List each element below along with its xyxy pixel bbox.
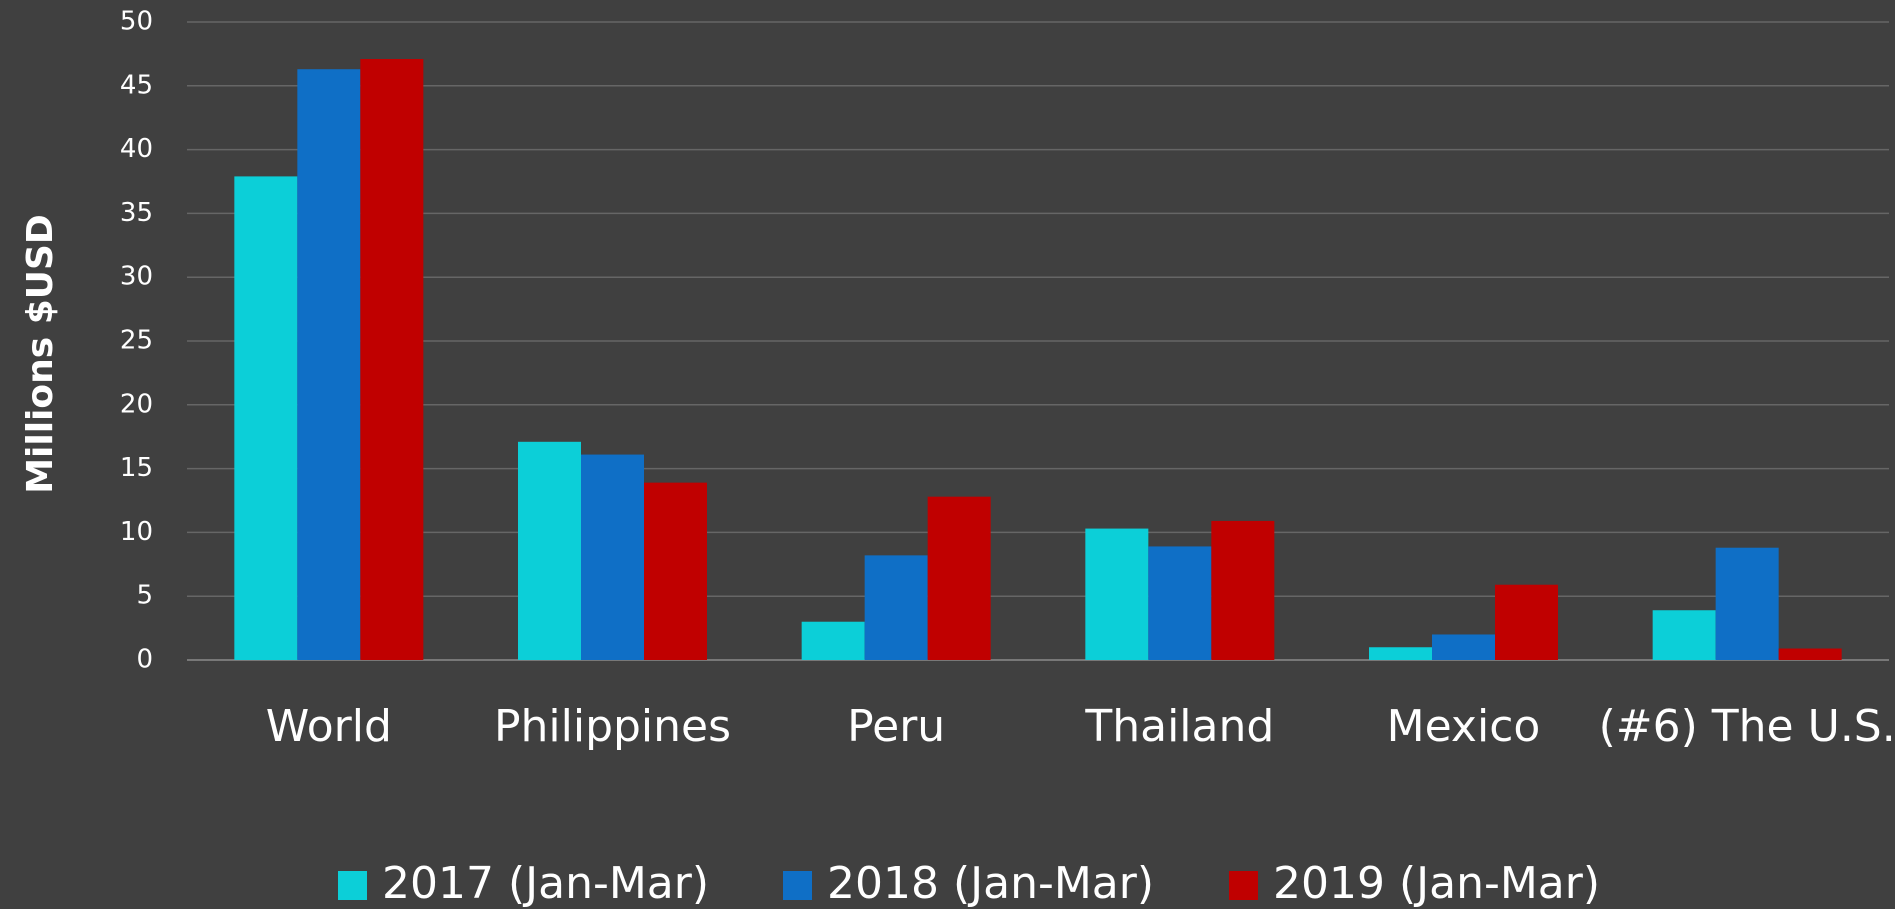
bar: [1778, 648, 1842, 660]
bar: [927, 496, 991, 660]
legend-swatch: [783, 871, 812, 900]
y-tick-label: 25: [120, 326, 153, 356]
y-axis-title: Millions $USD: [20, 214, 61, 494]
bar: [518, 441, 581, 660]
x-tick-label: World: [266, 701, 392, 752]
bar: [581, 454, 644, 660]
legend-swatch: [338, 871, 367, 900]
y-tick-label: 35: [120, 198, 153, 228]
y-tick-label: 45: [120, 70, 153, 100]
bar: [360, 59, 424, 660]
bar: [1652, 610, 1716, 660]
bar: [1715, 547, 1779, 660]
bar: [234, 176, 298, 660]
y-tick-label: 10: [120, 517, 153, 547]
legend-label: 2018 (Jan-Mar): [827, 858, 1154, 909]
x-tick-label: Mexico: [1387, 701, 1541, 752]
x-tick-label: Peru: [847, 701, 945, 752]
bar: [1369, 647, 1432, 660]
y-tick-label: 5: [136, 581, 153, 611]
bar: [1148, 546, 1212, 660]
bar: [297, 69, 361, 661]
bar: [864, 555, 928, 660]
y-tick-label: 0: [136, 645, 153, 675]
legend-swatch: [1229, 871, 1258, 900]
bar: [801, 621, 865, 660]
x-tick-label: Thailand: [1084, 701, 1274, 752]
legend-label: 2019 (Jan-Mar): [1273, 858, 1600, 909]
y-tick-label: 30: [120, 262, 153, 292]
bar: [644, 482, 707, 660]
y-tick-label: 40: [120, 134, 153, 164]
bar: [1495, 584, 1558, 660]
bar: [1085, 528, 1149, 660]
y-tick-label: 50: [120, 7, 153, 37]
x-tick-label: Philippines: [494, 701, 731, 752]
y-tick-label: 15: [120, 453, 153, 483]
legend-label: 2017 (Jan-Mar): [382, 858, 709, 909]
y-tick-label: 20: [120, 389, 153, 419]
bar: [1211, 520, 1275, 660]
x-tick-label: (#6) The U.S.: [1599, 701, 1895, 752]
bar: [1432, 634, 1495, 660]
